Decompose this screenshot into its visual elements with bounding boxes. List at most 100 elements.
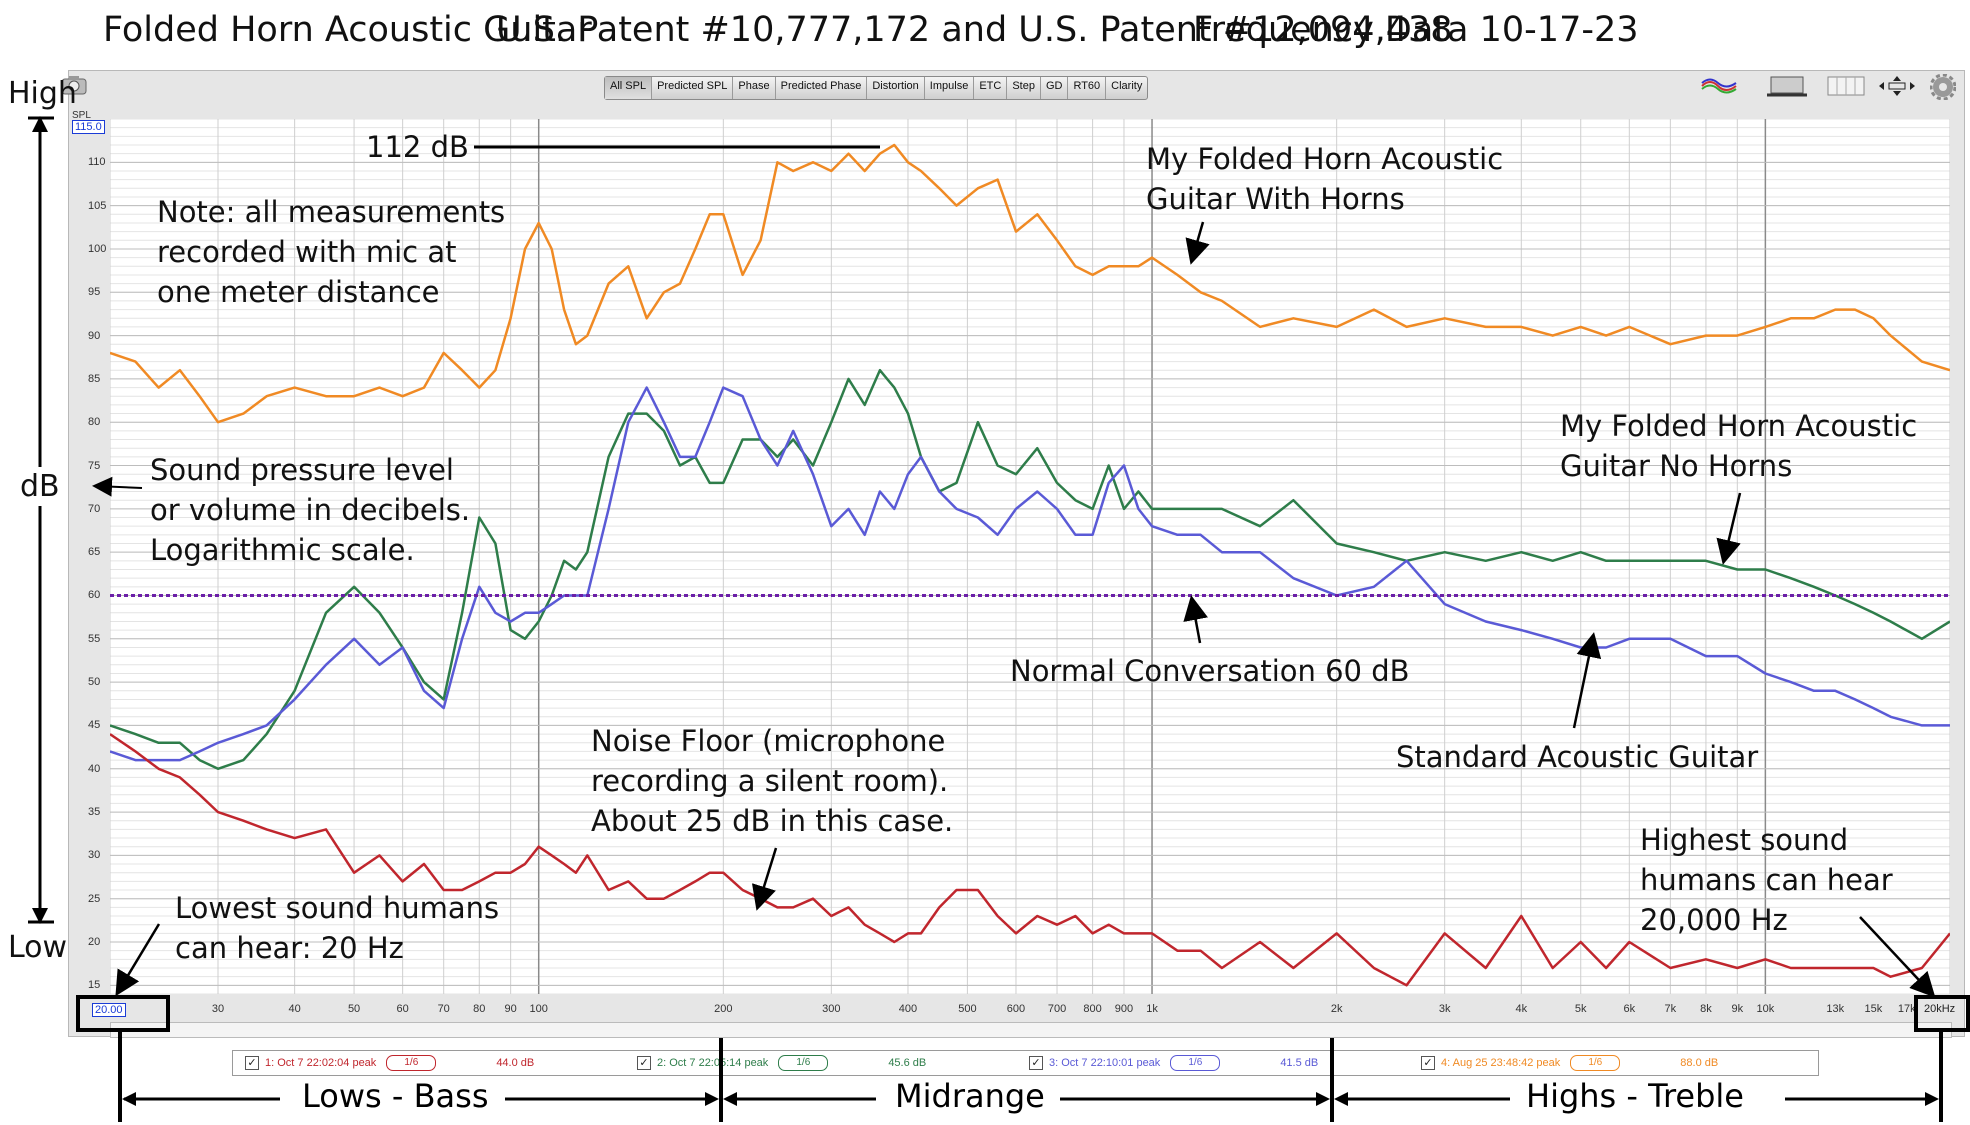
x-end-value[interactable]: 20kHz [1924, 1003, 1956, 1015]
legend-level-4: 88.0 dB [1680, 1057, 1719, 1069]
x-tick-label: 90 [504, 1003, 517, 1015]
tab-clarity[interactable]: Clarity [1111, 80, 1143, 92]
legend-swatch-2[interactable]: 1/6 [778, 1055, 829, 1071]
with-horns-annotation: My Folded Horn Acoustic Guitar With Horn… [1146, 142, 1504, 216]
highest-arrow [1859, 916, 1936, 998]
x-tick-label: 5k [1574, 1003, 1587, 1015]
x-tick-label: 2k [1330, 1003, 1343, 1015]
y-tick-label: 60 [88, 589, 101, 602]
legend-checkbox-3[interactable]: ✓ [1029, 1056, 1043, 1070]
x-tick-label: 300 [822, 1003, 841, 1015]
overlay-icon[interactable] [1700, 74, 1740, 98]
x-tick-label: 40 [288, 1003, 301, 1015]
spl-chart [110, 119, 1950, 994]
tab-predicted-phase[interactable]: Predicted Phase [776, 77, 868, 99]
tab-distortion[interactable]: Distortion [867, 77, 925, 99]
legend-level-2: 45.6 dB [888, 1057, 927, 1069]
highest-annotation: Highest sound humans can hear 20,000 Hz [1640, 823, 1893, 937]
legend-label-4: 4: Aug 25 23:48:42 peak [1441, 1057, 1561, 1069]
x-tick-label: 4k [1515, 1003, 1528, 1015]
view-tabs: All SPL Predicted SPL Phase Predicted Ph… [604, 76, 1149, 100]
x-tick-label: 6k [1623, 1003, 1636, 1015]
legend-swatch-3[interactable]: 1/6 [1170, 1055, 1221, 1071]
camera-icon[interactable] [60, 74, 88, 98]
tab-gd[interactable]: GD [1041, 77, 1069, 99]
tab-phase[interactable]: Phase [733, 77, 776, 99]
x-tick-label: 800 [1083, 1003, 1102, 1015]
x-tick-label: 17k [1897, 1003, 1916, 1015]
legend-level-1: 44.0 dB [496, 1057, 535, 1069]
legend-item-3[interactable]: ✓ 3: Oct 7 22:10:01 peak 1/6 41.5 dB [1029, 1054, 1318, 1072]
legend-item-2[interactable]: ✓ 2: Oct 7 22:05:14 peak 1/6 45.6 dB [637, 1054, 926, 1072]
y-tick-label: 70 [88, 502, 101, 515]
tab-impulse[interactable]: Impulse [925, 77, 975, 99]
gear-icon[interactable] [1929, 73, 1957, 101]
legend-label-1: 1: Oct 7 22:02:04 peak [265, 1057, 377, 1069]
y-tick-label: 45 [88, 719, 101, 732]
standard-annotation: Standard Acoustic Guitar [1396, 740, 1759, 774]
band-mid-label: Midrange [895, 1077, 1045, 1115]
y-tick-label: 95 [88, 286, 101, 299]
conversation-annotation: Normal Conversation 60 dB [1010, 654, 1410, 688]
legend-item-1[interactable]: ✓ 1: Oct 7 22:02:04 peak 1/6 44.0 dB [245, 1054, 534, 1072]
legend-checkbox-4[interactable]: ✓ [1421, 1056, 1435, 1070]
with-horns-arrow [1185, 221, 1210, 265]
y-tick-label: 65 [88, 546, 101, 559]
x-start-value[interactable]: 20.00 [92, 1003, 126, 1017]
x-tick-label: 900 [1114, 1003, 1134, 1015]
noise-annotation: Noise Floor (microphone recording a sile… [591, 724, 954, 838]
band-lows-label: Lows - Bass [302, 1077, 489, 1115]
tab-step[interactable]: Step [1007, 77, 1041, 99]
legend-swatch-4[interactable]: 1/6 [1570, 1055, 1621, 1071]
x-tick-label: 400 [898, 1003, 918, 1015]
legend-level-3: 41.5 dB [1280, 1057, 1319, 1069]
y-tick-label: 85 [88, 372, 101, 385]
y-top-value[interactable]: 115.0 [72, 120, 105, 134]
legend-checkbox-2[interactable]: ✓ [637, 1056, 651, 1070]
y-tick-label: 100 [88, 242, 107, 255]
peak-annotation: 112 dB [366, 130, 469, 164]
y-tick-label: 15 [88, 979, 101, 992]
y-unit-label: SPL [72, 110, 91, 121]
tab-all-spl[interactable]: All SPL [605, 77, 653, 99]
lowest-arrow [115, 923, 161, 997]
y-tick-label: 90 [88, 329, 101, 342]
standard-arrow [1572, 632, 1602, 729]
x-tick-label: 80 [473, 1003, 486, 1015]
x-tick-label: 1k [1146, 1003, 1158, 1015]
x-tick-label: 7k [1664, 1003, 1677, 1015]
legend-swatch-1[interactable]: 1/6 [386, 1055, 437, 1071]
series-line-1 [110, 143, 1950, 424]
y-tick-label: 50 [88, 676, 101, 689]
x-tick-label: 60 [396, 1003, 409, 1015]
x-tick-label: 9k [1731, 1003, 1744, 1015]
y-tick-label: 40 [88, 762, 101, 775]
db-label: dB [20, 467, 60, 506]
x-tick-label: 500 [958, 1003, 977, 1015]
title-center: U.S. Patent #10,777,172 and U.S. Patent … [496, 10, 1453, 50]
spl-arrow [92, 476, 143, 497]
y-tick-label: 80 [88, 416, 101, 429]
x-tick-label: 13k [1826, 1003, 1845, 1015]
end-freq-box [1914, 995, 1970, 1032]
y-tick-label: 105 [88, 199, 107, 212]
grid-icon[interactable] [1826, 74, 1866, 98]
x-tick-label: 50 [347, 1003, 361, 1015]
y-tick-label: 25 [88, 892, 101, 905]
band-highs-label: Highs - Treble [1526, 1077, 1744, 1115]
fit-arrows-icon[interactable] [1877, 74, 1917, 98]
tab-predicted-spl[interactable]: Predicted SPL [652, 77, 734, 99]
y-tick-label: 75 [88, 459, 101, 472]
y-tick-label: 55 [88, 632, 101, 645]
tab-rt60[interactable]: RT60 [1068, 77, 1107, 99]
series-line-4 [110, 733, 1950, 987]
spl-annotation: Sound pressure level or volume in decibe… [150, 453, 471, 567]
legend-item-4[interactable]: ✓ 4: Aug 25 23:48:42 peak 1/6 88.0 dB [1421, 1054, 1718, 1072]
legend-label-3: 3: Oct 7 22:10:01 peak [1049, 1057, 1161, 1069]
x-tick-label: 15k [1864, 1003, 1883, 1015]
tab-etc[interactable]: ETC [974, 77, 1008, 99]
y-tick-label: 35 [88, 806, 101, 819]
monitor-icon[interactable] [1765, 74, 1809, 98]
legend-bar: ✓ 1: Oct 7 22:02:04 peak 1/6 44.0 dB ✓ 2… [232, 1050, 1819, 1076]
legend-checkbox-1[interactable]: ✓ [245, 1056, 259, 1070]
